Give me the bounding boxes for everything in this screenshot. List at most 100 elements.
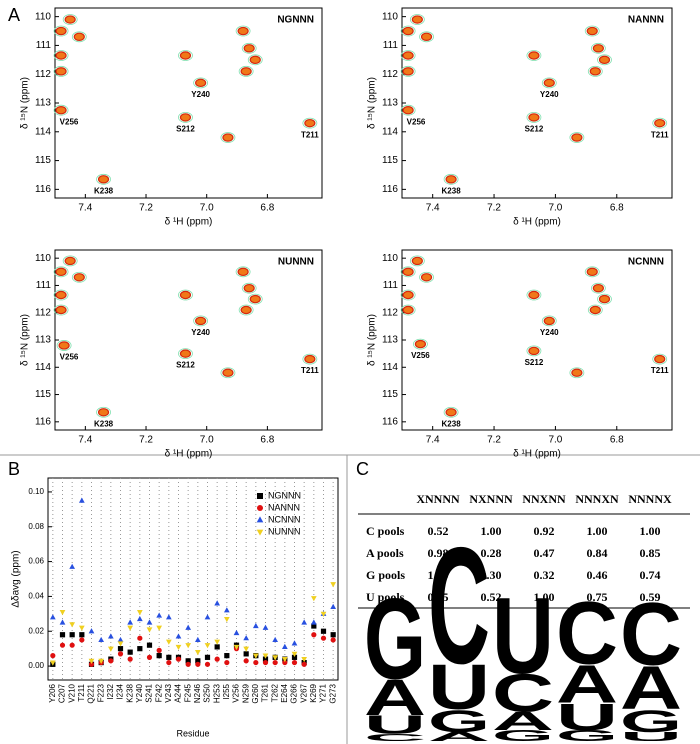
peak	[528, 113, 540, 122]
x-tick-label: T261	[261, 683, 270, 702]
peak-halo	[569, 132, 585, 143]
y-tick-label: 112	[382, 69, 398, 80]
peak	[528, 51, 540, 60]
y-tick-label: 0.06	[28, 557, 44, 566]
peak-label: T211	[301, 366, 319, 375]
peak	[237, 267, 249, 277]
peak	[571, 368, 583, 377]
x-tick-label: V210	[67, 683, 76, 702]
marker	[49, 614, 56, 620]
table-cell: 0.65	[428, 590, 449, 604]
peak-halo	[62, 255, 78, 267]
logo-letter: G	[492, 727, 554, 744]
marker	[127, 649, 133, 655]
peak-halo	[96, 173, 111, 185]
peak	[592, 283, 604, 293]
peak-halo	[587, 304, 603, 316]
marker	[214, 639, 221, 645]
table-header: NNNNX	[628, 492, 672, 506]
peak-halo	[96, 406, 111, 418]
logo-letter: U	[364, 711, 426, 739]
marker	[165, 614, 172, 620]
marker	[156, 612, 163, 618]
marker	[272, 636, 279, 643]
peak-label: V256	[60, 353, 79, 362]
marker	[69, 622, 76, 628]
table-cell: 0.52	[428, 524, 449, 538]
marker	[98, 658, 105, 664]
peak-halo	[590, 42, 606, 54]
y-tick-label: 0.08	[28, 522, 44, 531]
marker	[204, 643, 211, 649]
peak	[55, 67, 67, 76]
marker	[79, 637, 85, 643]
peak-halo	[590, 282, 606, 294]
logo-letter: G	[364, 574, 426, 703]
x-tick-label: H253	[212, 683, 221, 703]
y-tick-label: 113	[382, 98, 398, 109]
y-tick-label: 0.04	[28, 592, 44, 601]
peak-halo	[400, 289, 416, 301]
peak-label: K238	[94, 186, 114, 195]
peak	[240, 305, 252, 315]
peak-label: K238	[442, 419, 462, 428]
marker	[281, 643, 288, 649]
x-tick-label: 7.2	[139, 203, 153, 214]
marker	[214, 656, 220, 662]
marker	[137, 646, 143, 652]
marker	[195, 661, 201, 667]
legend-label: NGNNN	[268, 490, 301, 500]
y-tick-label: 112	[35, 69, 51, 80]
x-axis-label: Residue	[176, 728, 209, 738]
peak-halo	[238, 304, 254, 316]
x-tick-label: G266	[290, 683, 299, 703]
marker	[204, 661, 211, 667]
marker	[214, 644, 220, 650]
marker	[320, 628, 327, 634]
peak-halo	[597, 54, 612, 66]
peak	[58, 341, 70, 350]
x-tick-label: V267	[299, 683, 308, 702]
x-tick-label: 7.0	[548, 435, 562, 446]
peak	[249, 55, 261, 65]
marker	[253, 659, 259, 666]
logo-letter: A	[620, 653, 682, 722]
peak	[55, 51, 67, 60]
peak-halo	[178, 348, 193, 360]
x-tick-label: 7.2	[139, 435, 153, 446]
marker	[127, 625, 134, 631]
marker	[320, 611, 327, 617]
plot-frame	[54, 249, 323, 431]
peak-halo	[443, 406, 459, 418]
legend-label: NUNNN	[268, 526, 301, 536]
peak-halo	[569, 367, 585, 379]
y-tick-label: 0.10	[28, 487, 44, 496]
logo-letter: C	[428, 514, 490, 699]
y-tick-label: 0.00	[28, 661, 44, 670]
x-tick-label: T211	[77, 683, 86, 701]
chart-title: NUNNN	[278, 257, 314, 268]
table-cell: 0.52	[481, 590, 502, 604]
marker	[272, 655, 279, 661]
peak	[97, 175, 110, 184]
x-tick-label: 6.8	[610, 203, 624, 214]
peak-halo	[238, 65, 254, 77]
y-tick-label: 115	[35, 389, 51, 400]
peak	[55, 105, 67, 115]
marker	[49, 660, 56, 666]
peak	[179, 349, 192, 358]
marker	[78, 625, 85, 631]
logo-letter: U	[492, 575, 554, 697]
y-tick-label: 110	[35, 253, 51, 264]
x-tick-label: A244	[174, 683, 183, 702]
y-tick-label: 114	[35, 126, 51, 137]
marker	[146, 619, 153, 625]
peak	[543, 316, 555, 326]
marker	[107, 633, 114, 639]
peak-halo	[193, 77, 209, 89]
x-tick-label: V256	[232, 683, 241, 702]
marker	[291, 651, 298, 657]
peak	[598, 294, 611, 304]
marker	[330, 603, 337, 609]
peak-halo	[419, 271, 434, 283]
